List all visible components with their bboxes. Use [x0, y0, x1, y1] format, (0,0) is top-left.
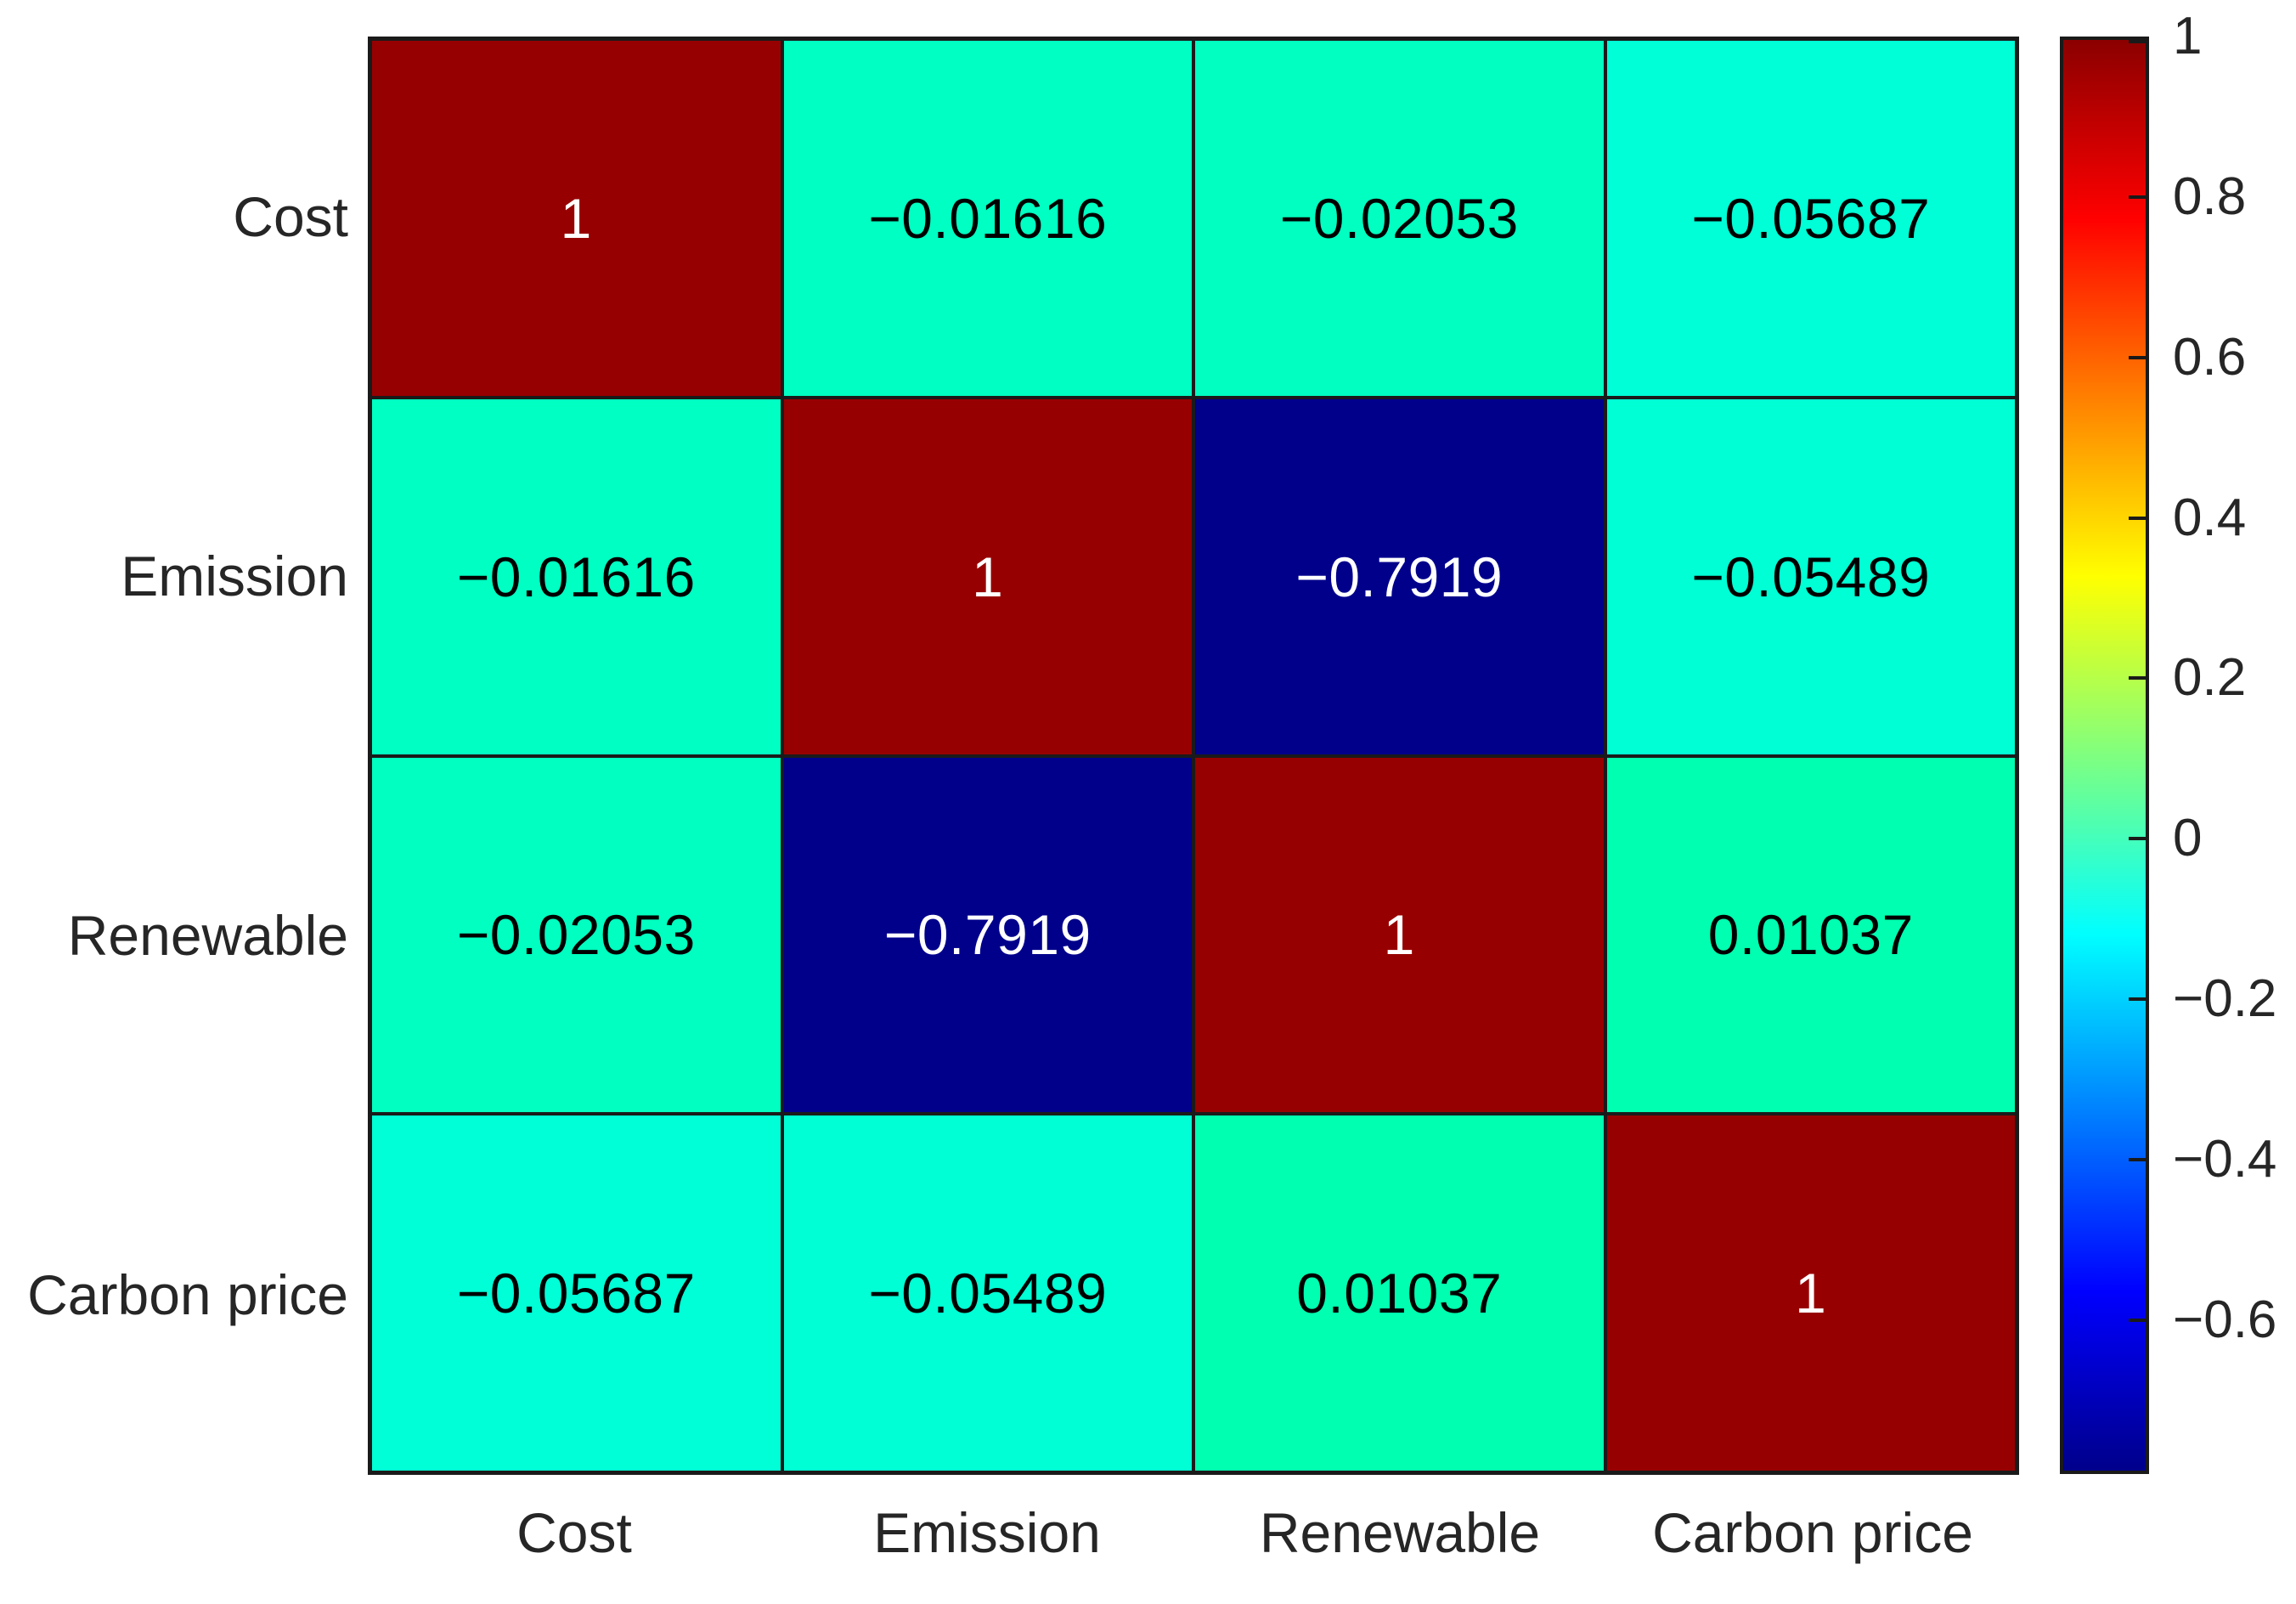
y-axis-label: Renewable: [67, 904, 348, 967]
colorbar-tick: [2129, 676, 2146, 680]
heatmap-cell-value: 1: [560, 186, 592, 250]
y-axis-label: Emission: [121, 545, 348, 607]
colorbar-tick: [2129, 517, 2146, 520]
colorbar-tick-label: 0.4: [2173, 489, 2247, 547]
colorbar-tick: [2129, 837, 2146, 840]
x-axis-label: Carbon price: [1652, 1501, 1973, 1564]
colorbar-tick-label: 0.2: [2173, 648, 2247, 707]
colorbar-tick-label: −0.6: [2173, 1291, 2277, 1349]
heatmap-cell-value: −0.02053: [456, 903, 696, 967]
heatmap-cell-value: −0.05687: [456, 1262, 696, 1325]
heatmap-cell: −0.7919: [783, 757, 1192, 1113]
heatmap-cell-value: −0.05687: [1691, 186, 1931, 250]
y-axis-label: Carbon price: [27, 1263, 348, 1326]
heatmap-cell-value: −0.7919: [1295, 545, 1503, 608]
heatmap-cell-value: −0.7919: [883, 903, 1092, 967]
heatmap-cell-value: 1: [1383, 903, 1415, 967]
heatmap-cell: −0.05687: [372, 1115, 781, 1471]
colorbar-tick-label: 1: [2173, 7, 2203, 65]
heatmap-cell: −0.01616: [783, 41, 1192, 396]
colorbar-tick-label: −0.2: [2173, 969, 2277, 1028]
heatmap-cell: −0.02053: [1195, 41, 1604, 396]
heatmap-cell-value: −0.02053: [1279, 186, 1519, 250]
colorbar-tick: [2129, 997, 2146, 1001]
heatmap-cell: −0.05489: [783, 1115, 1192, 1471]
x-axis-label: Renewable: [1259, 1501, 1541, 1564]
heatmap-cell: −0.02053: [372, 757, 781, 1113]
heatmap-grid: 1 −0.01616 −0.02053 −0.05687 −0.01616 1 −0.791…: [368, 37, 2019, 1475]
heatmap-cell: 1: [1195, 757, 1604, 1113]
colorbar: [2060, 37, 2149, 1474]
colorbar-tick-label: 0: [2173, 809, 2203, 867]
colorbar-tick-label: −0.4: [2173, 1130, 2277, 1189]
heatmap-cell-value: 0.01037: [1296, 1262, 1503, 1325]
heatmap-cell-value: −0.05489: [1691, 545, 1931, 608]
colorbar-tick-label: 0.8: [2173, 167, 2247, 226]
heatmap-cell: 0.01037: [1606, 757, 2015, 1113]
x-axis-label: Emission: [873, 1501, 1101, 1564]
heatmap-cell: −0.05489: [1606, 398, 2015, 754]
y-axis-label: Cost: [233, 185, 348, 248]
heatmap-cell-value: 1: [972, 545, 1004, 608]
colorbar-tick: [2129, 40, 2146, 43]
heatmap-cell: 0.01037: [1195, 1115, 1604, 1471]
heatmap-cell: 1: [1606, 1115, 2015, 1471]
heatmap-cell-value: −0.01616: [456, 545, 696, 608]
heatmap-cell-value: −0.05489: [868, 1262, 1108, 1325]
colorbar-tick-label: 0.6: [2173, 328, 2247, 387]
heatmap-cell-value: 1: [1795, 1262, 1827, 1325]
heatmap-cell: 1: [783, 398, 1192, 754]
colorbar-tick: [2129, 356, 2146, 359]
heatmap-cell-value: 0.01037: [1707, 903, 1914, 967]
x-axis-label: Cost: [516, 1501, 632, 1564]
colorbar-tick: [2129, 195, 2146, 199]
heatmap-cell-value: −0.01616: [868, 186, 1108, 250]
heatmap-cell: 1: [372, 41, 781, 396]
heatmap-cell: −0.01616: [372, 398, 781, 754]
colorbar-tick: [2129, 1158, 2146, 1161]
heatmap-cell: −0.7919: [1195, 398, 1604, 754]
colorbar-tick: [2129, 1319, 2146, 1322]
heatmap-cell: −0.05687: [1606, 41, 2015, 396]
